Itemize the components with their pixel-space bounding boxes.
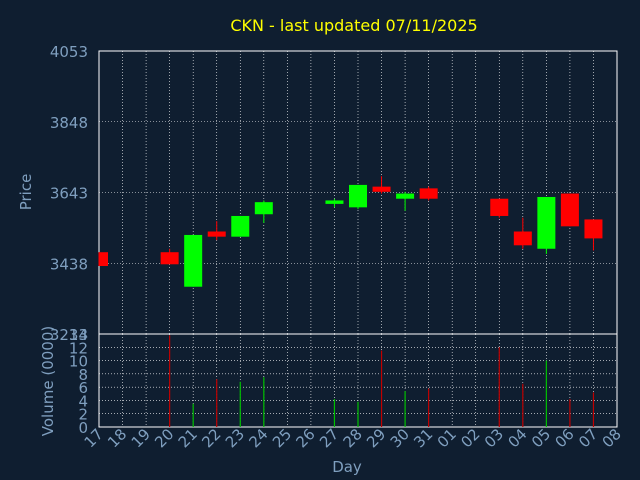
candle-body	[537, 196, 556, 249]
price-axis-label: Price	[17, 174, 35, 211]
volume-tick-label: 8	[78, 366, 88, 384]
candle-body	[349, 184, 367, 208]
candle-body	[99, 252, 108, 267]
candle-body	[231, 215, 250, 237]
price-tick-label: 3848	[50, 114, 88, 132]
volume-axis-label: Volume (0000)	[39, 326, 57, 436]
day-axis-label: Day	[332, 458, 362, 476]
day-tick-label: 23	[222, 425, 248, 451]
day-tick-label: 28	[340, 425, 366, 451]
volume-tick-label: 4	[78, 392, 88, 410]
day-tick-label: 27	[316, 425, 342, 451]
day-tick-label: 30	[387, 425, 413, 451]
price-tick-label: 3643	[50, 185, 88, 203]
candle-body	[325, 200, 344, 204]
day-tick-label: 25	[269, 425, 295, 451]
chart-title: CKN - last updated 07/11/2025	[230, 16, 477, 35]
volume-panel: 0246810121417181920212223242526272829303…	[69, 326, 625, 451]
volume-tick-label: 12	[69, 339, 88, 357]
day-tick-label: 24	[245, 425, 271, 451]
day-tick-label: 21	[175, 425, 201, 451]
day-tick-label: 18	[104, 425, 130, 451]
candle-body	[513, 231, 532, 246]
volume-tick-label: 14	[69, 326, 88, 344]
candle-body	[396, 193, 415, 199]
candle-body	[207, 231, 226, 237]
price-panel: 3233 3438 3643 3848 4053	[50, 43, 618, 344]
candle-body	[160, 252, 179, 265]
day-tick-label: 08	[599, 425, 625, 451]
price-tick-label: 3438	[50, 255, 88, 273]
day-tick-label: 05	[528, 425, 554, 451]
day-tick-label: 20	[151, 425, 177, 451]
candle-body	[184, 234, 203, 287]
volume-tick-label: 6	[78, 379, 88, 397]
day-tick-label: 07	[575, 425, 601, 451]
price-tick-label: 4053	[50, 43, 88, 61]
candle-body	[560, 193, 579, 227]
day-tick-label: 29	[363, 425, 389, 451]
candle-body	[372, 186, 391, 192]
day-tick-label: 19	[128, 425, 154, 451]
candle-body	[490, 198, 509, 216]
candle-body	[254, 202, 273, 215]
candle-body	[584, 219, 603, 239]
day-tick-label: 06	[552, 425, 578, 451]
day-tick-label: 22	[198, 425, 224, 451]
price-tick-label: 3233	[50, 326, 88, 344]
day-tick-label: 01	[434, 425, 460, 451]
day-tick-label: 02	[457, 425, 483, 451]
volume-tick-label: 0	[78, 419, 88, 437]
volume-tick-label: 2	[78, 406, 88, 424]
volume-tick-label: 10	[69, 353, 88, 371]
candle-body	[419, 188, 438, 199]
day-tick-label: 03	[481, 425, 507, 451]
day-tick-label: 26	[293, 425, 319, 451]
day-tick-label: 04	[504, 425, 530, 451]
day-tick-label: 31	[410, 425, 436, 451]
